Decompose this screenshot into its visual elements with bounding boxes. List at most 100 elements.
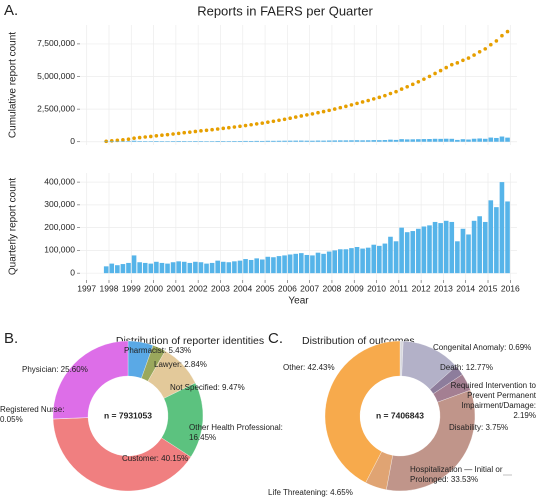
point bbox=[109, 139, 114, 143]
bar bbox=[321, 140, 326, 142]
x-tick-label: 2014 bbox=[456, 283, 475, 293]
x-tick-label: 2016 bbox=[501, 283, 520, 293]
point bbox=[500, 33, 504, 38]
bar bbox=[215, 260, 220, 274]
x-tick-label: 2010 bbox=[367, 283, 386, 293]
bar bbox=[393, 139, 399, 142]
bar bbox=[477, 138, 482, 142]
bar bbox=[354, 246, 360, 274]
bar bbox=[499, 182, 505, 274]
bar bbox=[148, 263, 154, 274]
bar bbox=[220, 141, 226, 142]
bar bbox=[466, 139, 471, 142]
point bbox=[154, 134, 159, 138]
x-tick-label: 2002 bbox=[189, 283, 208, 293]
point bbox=[143, 135, 148, 139]
y-tick-label: 5,000,000 bbox=[37, 71, 75, 81]
point bbox=[366, 98, 370, 103]
bar bbox=[505, 201, 510, 274]
point bbox=[210, 127, 214, 132]
bar bbox=[388, 139, 393, 142]
bar bbox=[298, 253, 304, 274]
panel-label: A. bbox=[4, 2, 18, 19]
bar bbox=[148, 141, 154, 142]
bar bbox=[165, 141, 170, 142]
bar bbox=[237, 260, 243, 274]
panel-label: C. bbox=[268, 330, 283, 347]
bar bbox=[131, 140, 137, 142]
point bbox=[316, 110, 320, 115]
point bbox=[121, 138, 125, 142]
wedge-label: Pharmacist: 5.43% bbox=[124, 346, 192, 355]
point bbox=[410, 82, 415, 87]
x-tick-label: 2000 bbox=[144, 283, 163, 293]
wedge bbox=[386, 389, 476, 492]
bar bbox=[360, 140, 365, 142]
point bbox=[243, 123, 248, 128]
wedge-label: Life Threatening: 4.65% bbox=[268, 488, 353, 497]
point bbox=[483, 47, 488, 51]
wedge-label: Physician: 25.60% bbox=[22, 365, 88, 374]
bar bbox=[399, 227, 404, 274]
y-tick-label: 0 bbox=[70, 136, 75, 146]
bar bbox=[488, 137, 494, 142]
bar bbox=[321, 253, 326, 274]
bar bbox=[315, 140, 321, 142]
point bbox=[310, 112, 315, 116]
x-tick-label: 2015 bbox=[479, 283, 498, 293]
point bbox=[249, 122, 253, 127]
bar bbox=[209, 141, 215, 142]
bar bbox=[154, 261, 159, 274]
point bbox=[137, 135, 142, 140]
bar bbox=[193, 141, 198, 142]
point bbox=[254, 122, 259, 126]
wedge-label: Not Specified: 9.47% bbox=[170, 383, 245, 392]
wedge bbox=[52, 340, 129, 419]
point bbox=[466, 56, 471, 60]
point bbox=[461, 58, 465, 63]
wedge-label: Death: 12.77% bbox=[440, 363, 493, 372]
y-tick-label: 300,000 bbox=[44, 199, 75, 209]
bar bbox=[271, 140, 276, 142]
y-tick-label: 7,500,000 bbox=[37, 38, 75, 48]
point bbox=[449, 62, 454, 67]
point bbox=[266, 120, 270, 124]
bar bbox=[505, 137, 510, 142]
point bbox=[204, 128, 209, 133]
bar bbox=[282, 140, 287, 142]
point bbox=[427, 74, 432, 79]
bar bbox=[109, 141, 115, 142]
bar bbox=[181, 261, 187, 274]
bar bbox=[382, 140, 388, 142]
bar bbox=[466, 234, 471, 274]
bar bbox=[494, 137, 499, 142]
point bbox=[327, 108, 331, 113]
point bbox=[388, 91, 393, 96]
point bbox=[399, 87, 404, 91]
point bbox=[349, 103, 354, 107]
bar bbox=[142, 141, 148, 142]
bar bbox=[271, 257, 276, 274]
point bbox=[438, 68, 443, 73]
bar bbox=[499, 136, 505, 142]
bar bbox=[326, 140, 332, 142]
bar bbox=[232, 141, 237, 142]
bar bbox=[282, 255, 287, 274]
bar bbox=[438, 223, 443, 274]
point bbox=[232, 125, 237, 129]
bar bbox=[237, 141, 243, 142]
point bbox=[126, 137, 131, 142]
point bbox=[494, 39, 499, 43]
bar bbox=[187, 262, 193, 274]
point bbox=[433, 71, 437, 76]
wedge-label: Required Intervention to Prevent Permane… bbox=[450, 381, 536, 420]
bar bbox=[438, 138, 443, 142]
wedge-label: Customer: 40.15% bbox=[122, 454, 189, 463]
bar bbox=[115, 265, 120, 274]
wedge-label: Other: 42.43% bbox=[283, 363, 335, 372]
bar bbox=[137, 262, 142, 274]
bar bbox=[494, 207, 499, 274]
bar bbox=[187, 141, 193, 142]
y-axis-label: Quarterly report count bbox=[8, 178, 19, 275]
bar bbox=[427, 225, 432, 274]
